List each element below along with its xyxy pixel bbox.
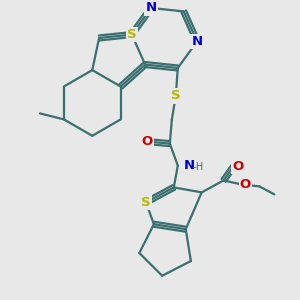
Text: N: N: [191, 35, 203, 48]
Text: S: S: [127, 28, 136, 41]
Text: S: S: [141, 196, 151, 209]
Text: O: O: [141, 135, 153, 148]
Text: O: O: [232, 160, 243, 173]
Text: N: N: [184, 159, 195, 172]
Text: N: N: [146, 2, 157, 14]
Text: O: O: [240, 178, 251, 191]
Text: S: S: [171, 89, 181, 102]
Text: –H: –H: [192, 161, 204, 172]
